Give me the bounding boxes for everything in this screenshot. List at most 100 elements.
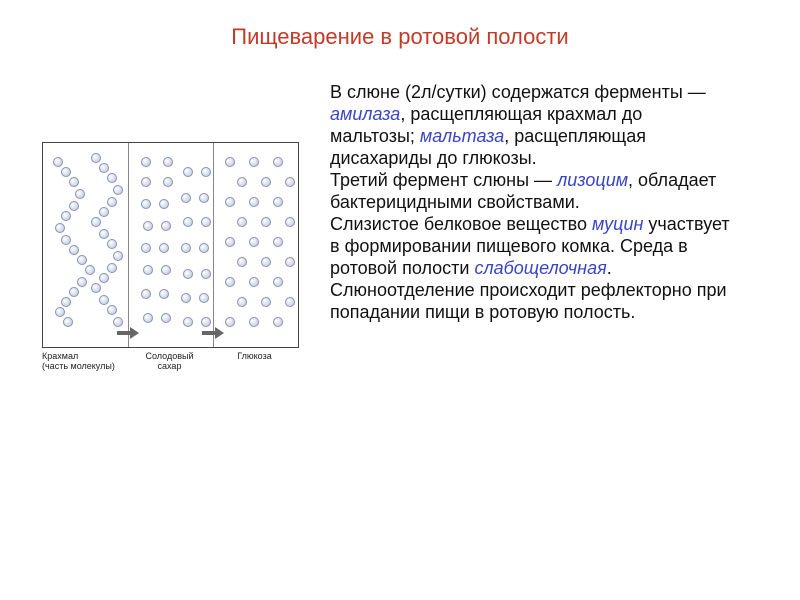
molecule-bead [273,277,283,287]
paragraph-1: В слюне (2л/сутки) содержатся ферменты —… [330,82,730,170]
molecule-bead [91,153,101,163]
molecule-bead [69,245,79,255]
molecule-bead [237,297,247,307]
molecule-bead [107,305,117,315]
caption-glucose-text: Глюкоза [237,351,271,361]
molecule-bead [141,199,151,209]
molecule-bead [75,189,85,199]
paragraph-3: Слизистое белковое вещество муцин участв… [330,214,730,280]
term-weakly-alkaline: слабощелочная [474,258,606,278]
panel-divider-2 [213,143,214,347]
caption-maltose-l1: Солодовый [127,351,212,361]
molecule-bead [201,167,211,177]
molecule-bead [69,177,79,187]
molecule-bead [181,193,191,203]
molecule-bead [225,277,235,287]
molecule-bead [61,297,71,307]
molecule-bead [113,317,123,327]
caption-starch-l2: (часть молекулы) [42,361,127,371]
molecule-bead [285,257,295,267]
molecule-bead [237,217,247,227]
p1-a: В слюне (2л/сутки) содержатся ферменты — [330,82,706,102]
diagram-captions: Крахмал (часть молекулы) Солодовый сахар… [42,351,297,371]
molecule-bead [53,157,63,167]
molecule-bead [107,239,117,249]
molecule-bead [237,257,247,267]
term-amylase: амилаза [330,104,400,124]
term-lysozyme: лизоцим [557,170,628,190]
molecule-bead [273,157,283,167]
molecule-bead [249,157,259,167]
molecule-bead [273,237,283,247]
molecule-bead [99,229,109,239]
molecule-bead [143,265,153,275]
molecule-bead [159,199,169,209]
molecule-bead [55,307,65,317]
molecule-bead [161,265,171,275]
p3-c: . [607,258,612,278]
molecule-bead [55,223,65,233]
molecule-bead [183,217,193,227]
molecule-bead [261,297,271,307]
molecule-bead [285,217,295,227]
molecule-bead [141,177,151,187]
molecule-bead [143,313,153,323]
molecule-bead [273,317,283,327]
page: Пищеварение в ротовой полости Крахмал (ч… [0,0,800,600]
molecule-bead [261,217,271,227]
molecule-bead [237,177,247,187]
molecule-bead [249,197,259,207]
molecule-bead [107,197,117,207]
molecule-bead [201,317,211,327]
molecule-bead [183,269,193,279]
p3-a: Слизистое белковое вещество [330,214,592,234]
molecule-bead [113,185,123,195]
molecule-bead [69,287,79,297]
molecule-bead [249,277,259,287]
molecule-bead [99,273,109,283]
arrow-icon [117,327,141,339]
molecule-bead [273,197,283,207]
arrow-icon [202,327,226,339]
molecule-bead [107,173,117,183]
molecule-bead [85,265,95,275]
molecule-bead [113,251,123,261]
content-row: Крахмал (часть молекулы) Солодовый сахар… [0,82,800,371]
molecule-bead [163,177,173,187]
molecule-bead [285,297,295,307]
molecule-bead [183,317,193,327]
molecule-bead [249,317,259,327]
paragraph-4: Слюноотделение происходит рефлекторно пр… [330,280,730,324]
molecule-bead [261,257,271,267]
molecule-bead [61,235,71,245]
page-title: Пищеварение в ротовой полости [0,24,800,50]
molecule-bead [201,217,211,227]
enzyme-diagram [42,142,299,348]
molecule-bead [261,177,271,187]
molecule-bead [107,263,117,273]
panel-divider-1 [128,143,129,347]
molecule-bead [225,197,235,207]
molecule-bead [225,317,235,327]
molecule-bead [163,157,173,167]
molecule-bead [77,255,87,265]
molecule-bead [69,201,79,211]
molecule-bead [225,237,235,247]
molecule-bead [249,237,259,247]
molecule-bead [225,157,235,167]
molecule-bead [199,243,209,253]
molecule-bead [141,289,151,299]
caption-starch-l1: Крахмал [42,351,127,361]
molecule-bead [91,217,101,227]
molecule-bead [99,207,109,217]
molecule-bead [159,243,169,253]
term-maltase: мальтаза [420,126,504,146]
molecule-bead [91,283,101,293]
figure-column: Крахмал (часть молекулы) Солодовый сахар… [0,82,330,371]
molecule-bead [99,295,109,305]
molecule-bead [61,211,71,221]
molecule-bead [77,277,87,287]
term-mucin: муцин [592,214,643,234]
caption-starch: Крахмал (часть молекулы) [42,351,127,371]
molecule-bead [141,157,151,167]
